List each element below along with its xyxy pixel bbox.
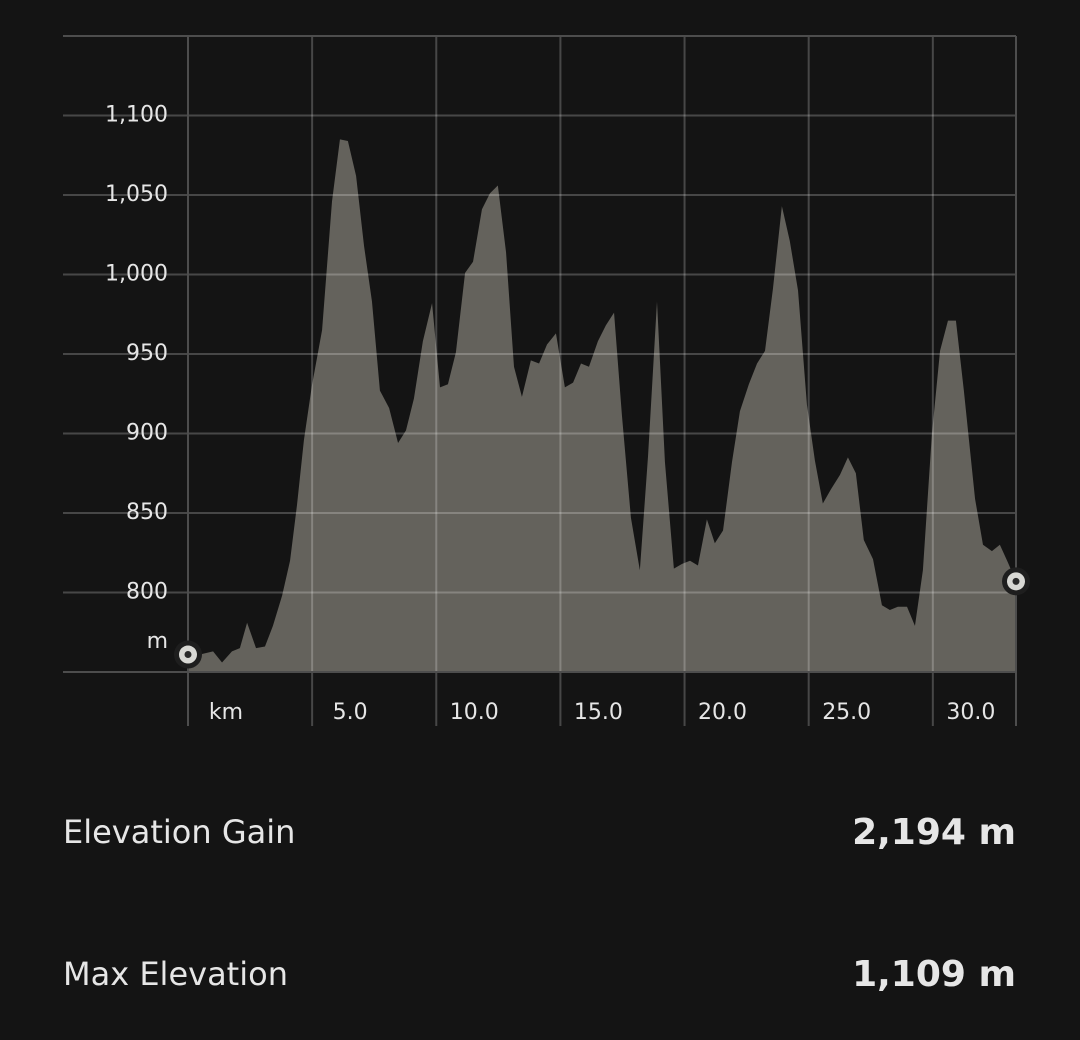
stat-value: 2,194 m	[852, 812, 1016, 853]
y-tick-label: 900	[126, 421, 168, 446]
y-tick-label: 1,100	[105, 103, 168, 128]
x-tick-label: 30.0	[946, 700, 995, 725]
y-unit: m	[147, 629, 168, 654]
x-unit: km	[209, 700, 243, 725]
x-tick-label: 25.0	[822, 700, 871, 725]
endpoint-marker-dot	[184, 651, 192, 659]
x-tick-label: 20.0	[698, 700, 747, 725]
y-tick-label: 800	[126, 580, 168, 605]
stat-label: Max Elevation	[63, 955, 288, 993]
x-tick-label: 15.0	[574, 700, 623, 725]
y-tick-label: 850	[126, 500, 168, 525]
x-tick-label: 5.0	[333, 700, 368, 725]
y-tick-label: 1,000	[105, 262, 168, 287]
y-tick-label: 950	[126, 341, 168, 366]
stat-value: 1,109 m	[852, 954, 1016, 995]
y-tick-label: 1,050	[105, 182, 168, 207]
endpoint-marker-dot	[1012, 577, 1020, 585]
x-tick-label: 10.0	[450, 700, 499, 725]
elevation-area	[188, 139, 1016, 673]
stat-label: Elevation Gain	[63, 813, 295, 851]
